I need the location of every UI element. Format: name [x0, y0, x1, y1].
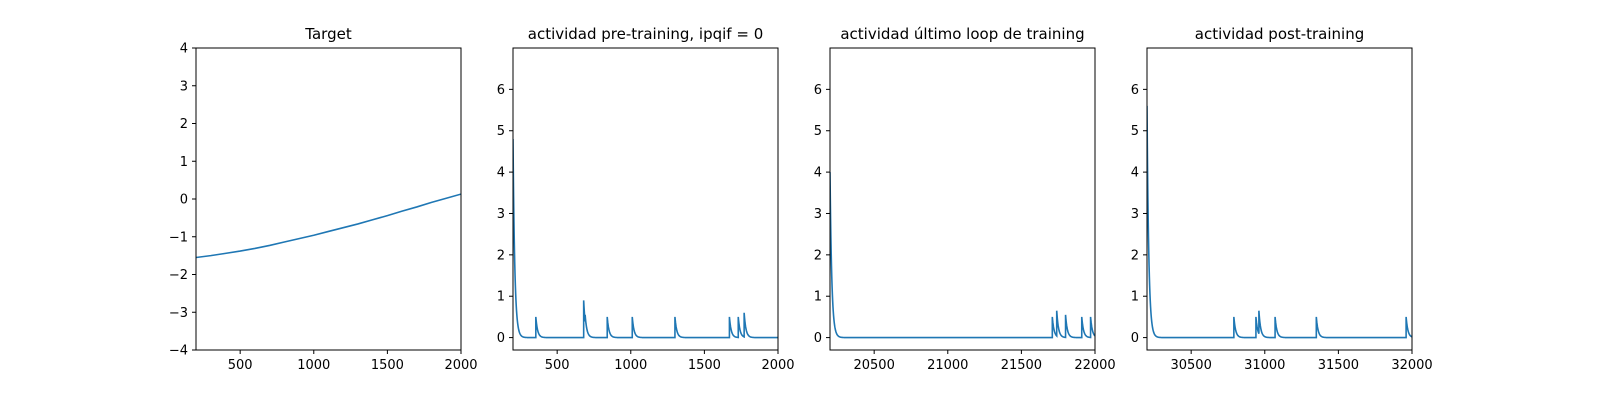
subplot-2: actividad pre-training, ipqif = 0 500 1000…: [497, 25, 795, 373]
y-tick-label: 4: [814, 166, 822, 181]
y-tick-label: −3: [169, 306, 188, 321]
y-tick-label: 3: [814, 207, 822, 222]
y-tick-label: 2: [180, 117, 188, 132]
x-tick-label: 32000: [1391, 358, 1432, 373]
y-tick-label: 1: [1131, 290, 1139, 305]
x-tick-label: 1500: [688, 358, 721, 373]
x-tick-label: 2000: [444, 358, 477, 373]
series-line: [1147, 105, 1412, 339]
x-tick-label: 22000: [1074, 358, 1115, 373]
x-tick-label: 20500: [853, 358, 894, 373]
x-tick-label: 21500: [1001, 358, 1042, 373]
subplot-1: Target 500 1000 1500 2000 −4 −3 −2 −1 0 1 2 3 4: [169, 25, 478, 373]
axes-frame: [1146, 47, 1413, 351]
x-tick-label: 1500: [371, 358, 404, 373]
x-tick-label: 30500: [1170, 358, 1211, 373]
y-tick-label: 5: [1131, 124, 1139, 139]
series-line: [830, 172, 1095, 339]
x-tick-label: 31500: [1318, 358, 1359, 373]
subplot-title: actividad pre-training, ipqif = 0: [528, 25, 764, 43]
y-tick-label: 1: [497, 290, 505, 305]
series-line: [513, 139, 778, 339]
y-tick-label: −2: [169, 268, 188, 283]
x-tick-label: 500: [228, 358, 253, 373]
y-tick-label: 0: [497, 331, 505, 346]
y-tick-label: 3: [1131, 207, 1139, 222]
y-tick-label: 3: [497, 207, 505, 222]
x-tick-label: 21000: [927, 358, 968, 373]
y-tick-label: 6: [497, 83, 505, 98]
y-tick-label: 4: [180, 42, 188, 57]
subplot-title: Target: [304, 25, 352, 43]
y-tick-label: 2: [1131, 248, 1139, 263]
y-tick-label: 4: [1131, 166, 1139, 181]
y-tick-label: 1: [814, 290, 822, 305]
y-tick-label: −4: [169, 344, 188, 359]
y-tick-label: 4: [497, 166, 505, 181]
subplot-title: actividad último loop de training: [840, 25, 1084, 43]
y-tick-label: 5: [497, 124, 505, 139]
axes-frame: [829, 47, 1096, 351]
x-tick-label: 500: [545, 358, 570, 373]
y-tick-label: 3: [180, 79, 188, 94]
axes-frame: [195, 47, 462, 351]
y-tick-label: −1: [169, 230, 188, 245]
x-tick-label: 2000: [761, 358, 794, 373]
y-tick-label: 0: [1131, 331, 1139, 346]
y-tick-label: 2: [497, 248, 505, 263]
y-tick-label: 0: [814, 331, 822, 346]
y-tick-label: 6: [814, 83, 822, 98]
y-tick-label: 0: [180, 193, 188, 208]
x-tick-label: 1000: [614, 358, 647, 373]
y-tick-label: 1: [180, 155, 188, 170]
y-tick-label: 6: [1131, 83, 1139, 98]
subplot-title: actividad post-training: [1195, 25, 1364, 43]
series-line: [196, 193, 461, 259]
x-tick-label: 31000: [1244, 358, 1285, 373]
axes-frame: [512, 47, 779, 351]
x-tick-label: 1000: [297, 358, 330, 373]
y-tick-label: 5: [814, 124, 822, 139]
y-tick-label: 2: [814, 248, 822, 263]
